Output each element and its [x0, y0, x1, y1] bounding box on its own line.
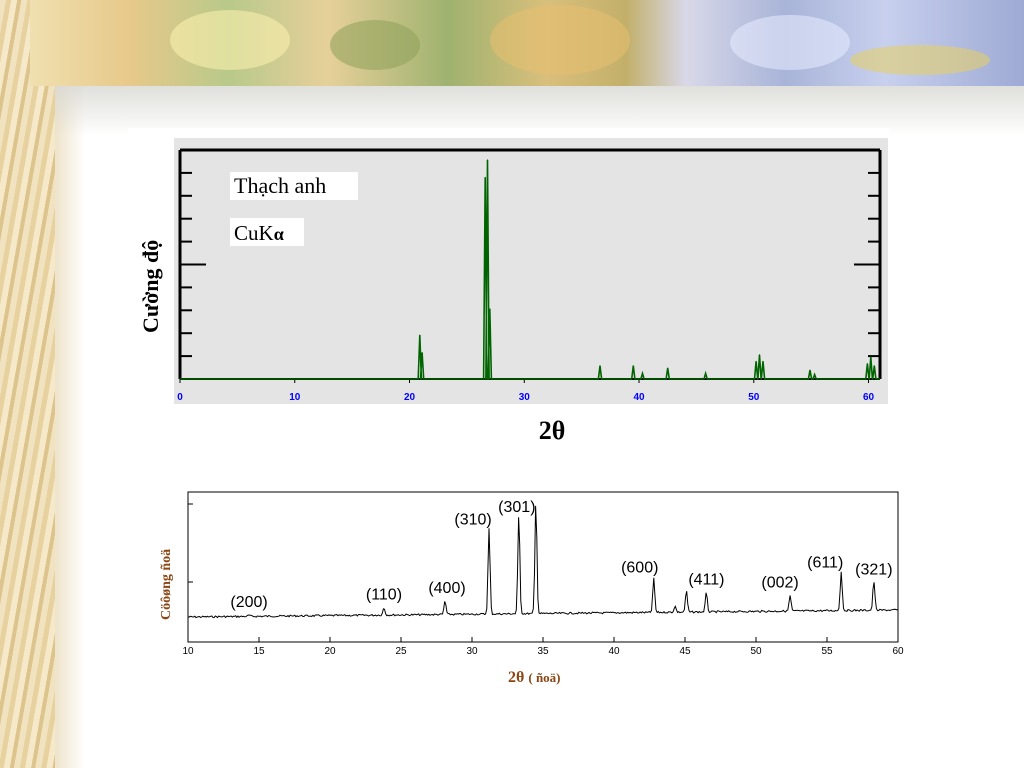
- chart2-x-tick-label: 10: [182, 646, 194, 657]
- chart2-peak-label: (600): [621, 560, 658, 577]
- chart2-peak-label: (002): [761, 575, 798, 592]
- chart2-x-tick-label: 25: [395, 646, 407, 657]
- chart1-x-tick-label: 50: [748, 392, 760, 403]
- chart1-y-axis-label: Cường độ: [138, 240, 163, 333]
- chart2-x-tick-label: 45: [679, 646, 691, 657]
- chart2-x-axis-label: 2θ( ñoä): [508, 669, 561, 686]
- chart2-x-tick-label: 20: [324, 646, 336, 657]
- chart2-panel: [146, 468, 910, 694]
- chart2-peak-label: (321): [855, 562, 892, 579]
- quartz-xrd-chart: 0 10 20 30 40 50 60 Thạch anh CuKα Cường độ 2θ: [128, 128, 890, 454]
- annotation-box-sample: [230, 172, 358, 200]
- chart2-peak-label: (310): [454, 512, 491, 529]
- chart2-peak-label: (110): [366, 587, 402, 604]
- banner-shadow: [55, 86, 1024, 136]
- chart1-x-axis-label: 2θ: [539, 416, 566, 445]
- chart2-x-tick-label: 60: [892, 646, 904, 657]
- chart1-x-tick-label: 30: [519, 392, 531, 403]
- chart2-y-axis-label: Cöôøng ñoä: [159, 549, 174, 620]
- chart2-x-tick-label: 35: [537, 646, 549, 657]
- chart2-x-tick-label: 30: [466, 646, 478, 657]
- left-decor-strip: [0, 0, 85, 768]
- annotation-sample: Thạch anh: [234, 173, 326, 198]
- chart2-peak-label: (411): [688, 571, 724, 588]
- top-decor-banner: [30, 0, 1024, 86]
- chart2-peak-labels: (200) (110) (400) (310) (301) (600) (411) (002)…: [230, 499, 892, 611]
- annotation-box-radiation: [230, 218, 304, 246]
- chart2-x-tick-label: 55: [821, 646, 833, 657]
- chart2-x-ticks: 10 15 20 25 30 35 40 45 50 55 60: [182, 637, 904, 657]
- chart1-x-tick-label: 20: [404, 392, 416, 403]
- chart1-x-tick-label: 0: [177, 392, 183, 403]
- chart2-peak-label: (400): [428, 580, 465, 597]
- chart1-x-tick-label: 10: [289, 392, 301, 403]
- chart1-pattern-line: [180, 159, 880, 380]
- chart2-peak-label: (611): [807, 554, 843, 571]
- indexed-xrd-chart: 10 15 20 25 30 35 40 45 50 55 60 (200) (110) (400) (3…: [146, 468, 910, 694]
- chart1-x-tick-label: 60: [863, 392, 875, 403]
- chart2-x-tick-label: 40: [608, 646, 620, 657]
- chart2-x-tick-label: 50: [750, 646, 762, 657]
- annotation-radiation: CuKα: [234, 221, 284, 245]
- chart2-pattern-line: [187, 505, 899, 619]
- chart2-peak-label: (301): [498, 499, 535, 516]
- chart2-y-ticks: [188, 503, 193, 583]
- chart2-peak-label: (200): [230, 594, 267, 611]
- chart1-x-tick-label: 40: [633, 392, 645, 403]
- chart2-x-tick-label: 15: [253, 646, 265, 657]
